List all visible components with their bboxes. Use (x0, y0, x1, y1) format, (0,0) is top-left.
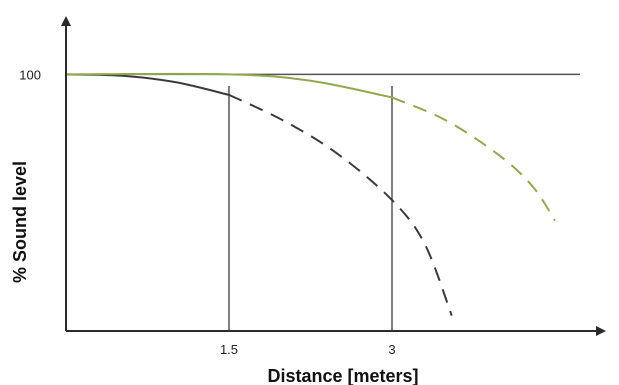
x-tick-label-0: 1.5 (220, 342, 238, 357)
series-1-solid-line (65, 73, 230, 96)
x-tick-label-1: 3 (388, 342, 395, 357)
tick-labels: 1.5 3 100 (19, 67, 395, 357)
y-tick-label-0: 100 (19, 67, 41, 82)
series-2-solid-line (65, 72, 393, 99)
y-axis-title: % Sound level (10, 161, 30, 283)
series-2-dashed-line (391, 96, 556, 222)
series-1-dashed-line (228, 93, 453, 316)
x-axis-title: Distance [meters] (267, 366, 418, 385)
reference-lines (66, 73, 580, 331)
series-layer (65, 72, 556, 316)
